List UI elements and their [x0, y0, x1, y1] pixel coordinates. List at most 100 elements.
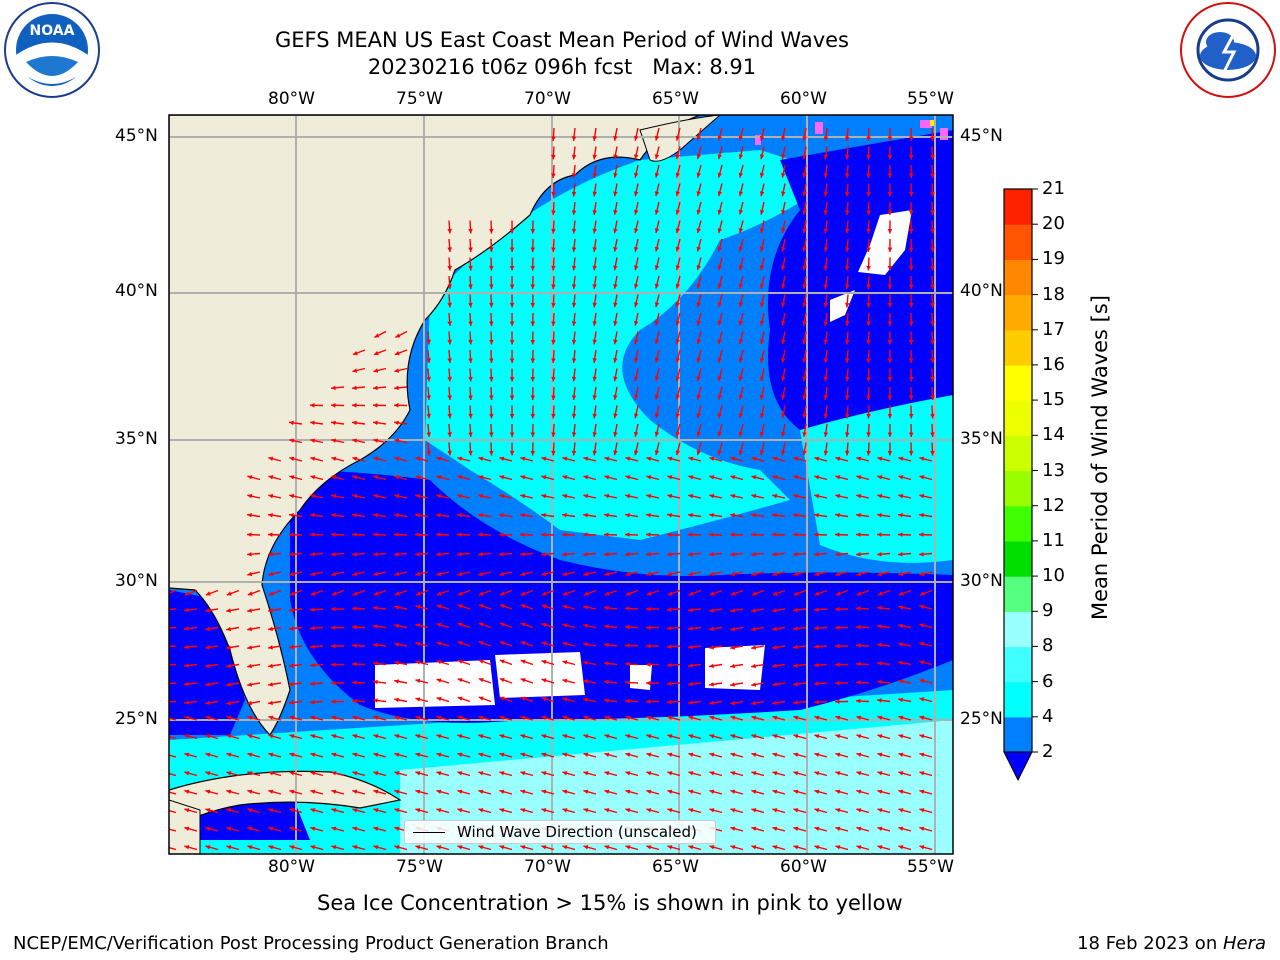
wind-wave-arrow-head: [814, 699, 819, 705]
wind-wave-arrow-head: [802, 228, 807, 234]
wind-wave-arrow-head: [646, 699, 651, 704]
wind-wave-arrow-head: [646, 771, 652, 776]
wind-wave-arrow-head: [509, 358, 515, 363]
wind-wave-arrow-head: [930, 432, 935, 437]
wind-wave-arrow-head: [793, 591, 799, 596]
wind-wave-arrow-head: [625, 591, 631, 596]
wind-wave-arrow-head: [887, 321, 893, 326]
wind-wave-arrow-head: [268, 591, 274, 596]
wind-wave-arrow-head: [634, 191, 639, 197]
wind-wave-arrow-head: [919, 826, 925, 831]
wind-wave-arrow-head: [667, 662, 672, 668]
wind-wave-arrow-head: [289, 808, 295, 813]
wind-wave-arrow-head: [592, 358, 597, 363]
wind-wave-arrow-head: [394, 403, 399, 408]
wind-wave-arrow-head: [226, 591, 232, 596]
wind-wave-arrow-head: [268, 552, 273, 557]
wind-wave-arrow-head: [352, 493, 358, 499]
wind-wave-arrow-head: [583, 591, 589, 596]
wind-wave-arrow-head: [499, 622, 505, 627]
wind-wave-arrow-head: [930, 413, 935, 419]
wind-wave-arrow-head: [310, 513, 315, 518]
lon-tick-bottom: 80°W: [268, 857, 315, 877]
wind-wave-arrow-head: [394, 789, 400, 794]
wind-wave-arrow-head: [436, 591, 442, 596]
wind-wave-arrow-head: [457, 493, 463, 499]
wind-wave-arrow-head: [717, 191, 722, 197]
wind-wave-arrow-head: [793, 808, 799, 813]
wind-wave-arrow-head: [394, 771, 400, 776]
wind-wave-arrow-head: [520, 789, 526, 794]
wind-wave-arrow-head: [268, 663, 273, 669]
lat-tick-right: 45°N: [960, 126, 1003, 146]
wind-wave-arrow-head: [520, 752, 526, 757]
wind-wave-arrow-head: [675, 450, 680, 456]
wind-wave-arrow-head: [856, 571, 862, 577]
wind-wave-arrow-head: [468, 432, 473, 437]
wind-wave-arrow-head: [571, 395, 577, 400]
wind-wave-arrow-head: [310, 493, 316, 499]
wind-wave-arrow-head: [520, 532, 525, 537]
wind-wave-arrow-head: [373, 438, 379, 443]
wind-wave-arrow-head: [373, 532, 378, 537]
wind-wave-arrow-head: [394, 826, 400, 831]
wind-wave-arrow-head: [781, 450, 786, 456]
wind-wave-arrow-head: [268, 626, 273, 632]
wind-wave-arrow-head: [667, 644, 672, 649]
wind-wave-arrow-head: [415, 641, 421, 647]
lat-tick-left: 40°N: [115, 281, 158, 301]
wind-wave-arrow-head: [184, 681, 189, 687]
wind-wave-arrow-head: [654, 357, 660, 363]
wind-wave-arrow-head: [759, 431, 765, 437]
wind-wave-arrow-head: [394, 532, 399, 537]
wind-wave-arrow-head: [772, 552, 777, 557]
wind-wave-arrow-head: [919, 532, 924, 537]
wind-wave-arrow-head: [919, 789, 925, 794]
wind-wave-arrow-head: [415, 771, 421, 776]
wind-wave-arrow-head: [814, 845, 820, 850]
wind-wave-arrow-head: [499, 696, 505, 701]
wind-wave-arrow-head: [730, 493, 736, 499]
wind-wave-arrow-head: [646, 643, 651, 649]
wind-wave-arrow-head: [447, 321, 452, 326]
wind-wave-arrow-head: [919, 752, 925, 757]
wind-wave-arrow-head: [751, 608, 756, 613]
wind-wave-arrow-head: [908, 192, 914, 197]
wind-wave-arrow-head: [793, 715, 799, 720]
wind-wave-arrow-head: [520, 571, 526, 577]
wind-wave-arrow-head: [856, 845, 862, 850]
wind-wave-arrow-head: [509, 321, 515, 326]
wind-wave-arrow-head: [738, 339, 744, 345]
wind-wave-arrow-head: [184, 789, 190, 794]
wind-wave-arrow-head: [310, 752, 316, 757]
wind-wave-arrow-head: [562, 789, 568, 794]
wind-wave-arrow-head: [919, 591, 925, 596]
wind-wave-arrow-head: [184, 715, 190, 720]
wind-wave-arrow-head: [919, 475, 925, 480]
wind-wave-arrow-head: [793, 532, 798, 537]
wind-wave-arrow-head: [520, 493, 526, 499]
wind-wave-arrow-head: [835, 752, 841, 757]
lat-tick-left: 30°N: [115, 571, 158, 591]
wind-wave-arrow-head: [551, 413, 556, 419]
colorbar-tick-label: 9: [1042, 600, 1054, 622]
colorbar-band: [1004, 611, 1032, 648]
wind-wave-arrow-head: [717, 339, 722, 345]
wind-wave-arrow-head: [835, 715, 841, 720]
wind-wave-arrow-head: [634, 413, 639, 419]
colorbar-tick-label: 4: [1042, 705, 1054, 727]
wind-wave-arrow-head: [717, 394, 722, 400]
wind-wave-arrow-head: [289, 493, 295, 499]
wind-wave-arrow-head: [571, 302, 577, 308]
wind-wave-arrow-head: [373, 661, 378, 666]
wind-wave-arrow-head: [654, 265, 660, 271]
wind-wave-arrow-head: [373, 845, 379, 850]
wind-wave-arrow-head: [730, 826, 736, 831]
wind-wave-arrow-head: [352, 680, 357, 685]
wind-wave-arrow-head: [866, 154, 871, 160]
wind-wave-arrow-head: [613, 450, 618, 456]
wind-wave-arrow-head: [499, 734, 505, 739]
wind-wave-arrow-head: [373, 679, 378, 685]
wind-wave-arrow-head: [696, 135, 701, 141]
wind-wave-arrow-head: [520, 678, 526, 683]
